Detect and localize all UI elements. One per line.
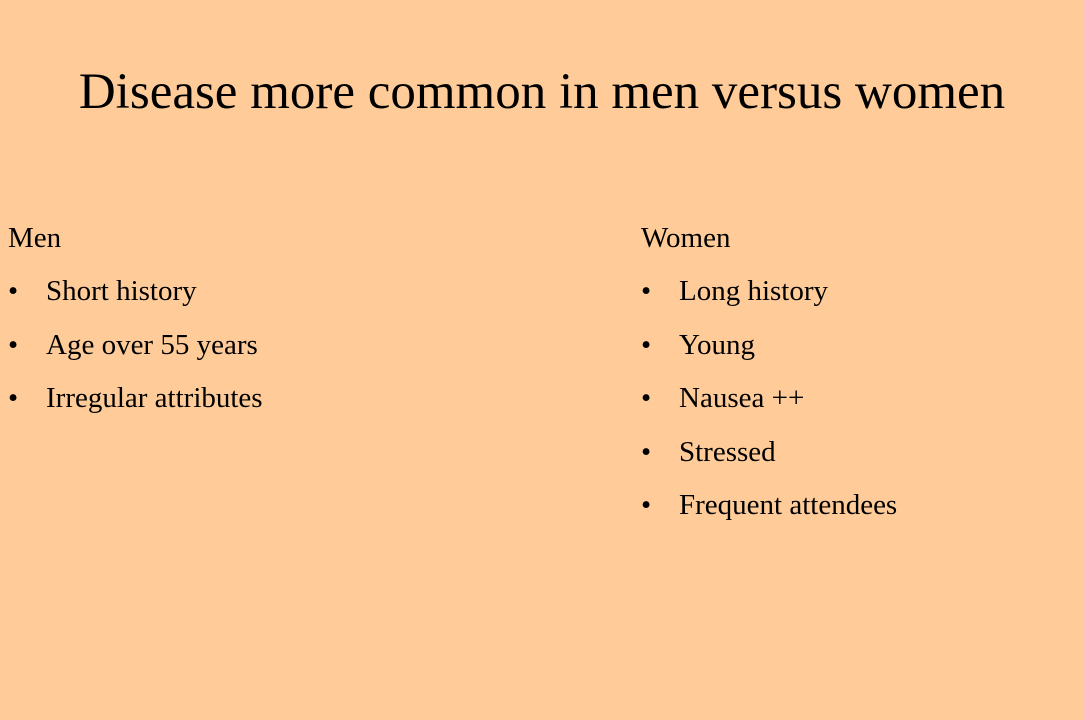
bullet-item: Young [641, 325, 897, 365]
bullet-item: Age over 55 years [8, 325, 263, 365]
bullet-item: Stressed [641, 432, 897, 472]
men-column: Men Short history Age over 55 years Irregul… [8, 218, 263, 432]
slide-title: Disease more common in men versus women [78, 64, 1006, 120]
bullet-list: Short history Age over 55 years Irregular … [8, 271, 263, 418]
bullet-item: Short history [8, 271, 263, 311]
bullet-item: Long history [641, 271, 897, 311]
column-heading: Men [8, 222, 62, 254]
bullet-list: Long history Young Nausea ++ Stressed Freque… [641, 271, 897, 525]
bullet-item: Irregular attributes [8, 378, 263, 418]
bullet-item: Nausea ++ [641, 378, 897, 418]
women-column: Women Long history Young Nausea ++ Stressed F… [641, 218, 897, 539]
column-heading: Women [641, 222, 731, 254]
bullet-item: Frequent attendees [641, 485, 897, 525]
